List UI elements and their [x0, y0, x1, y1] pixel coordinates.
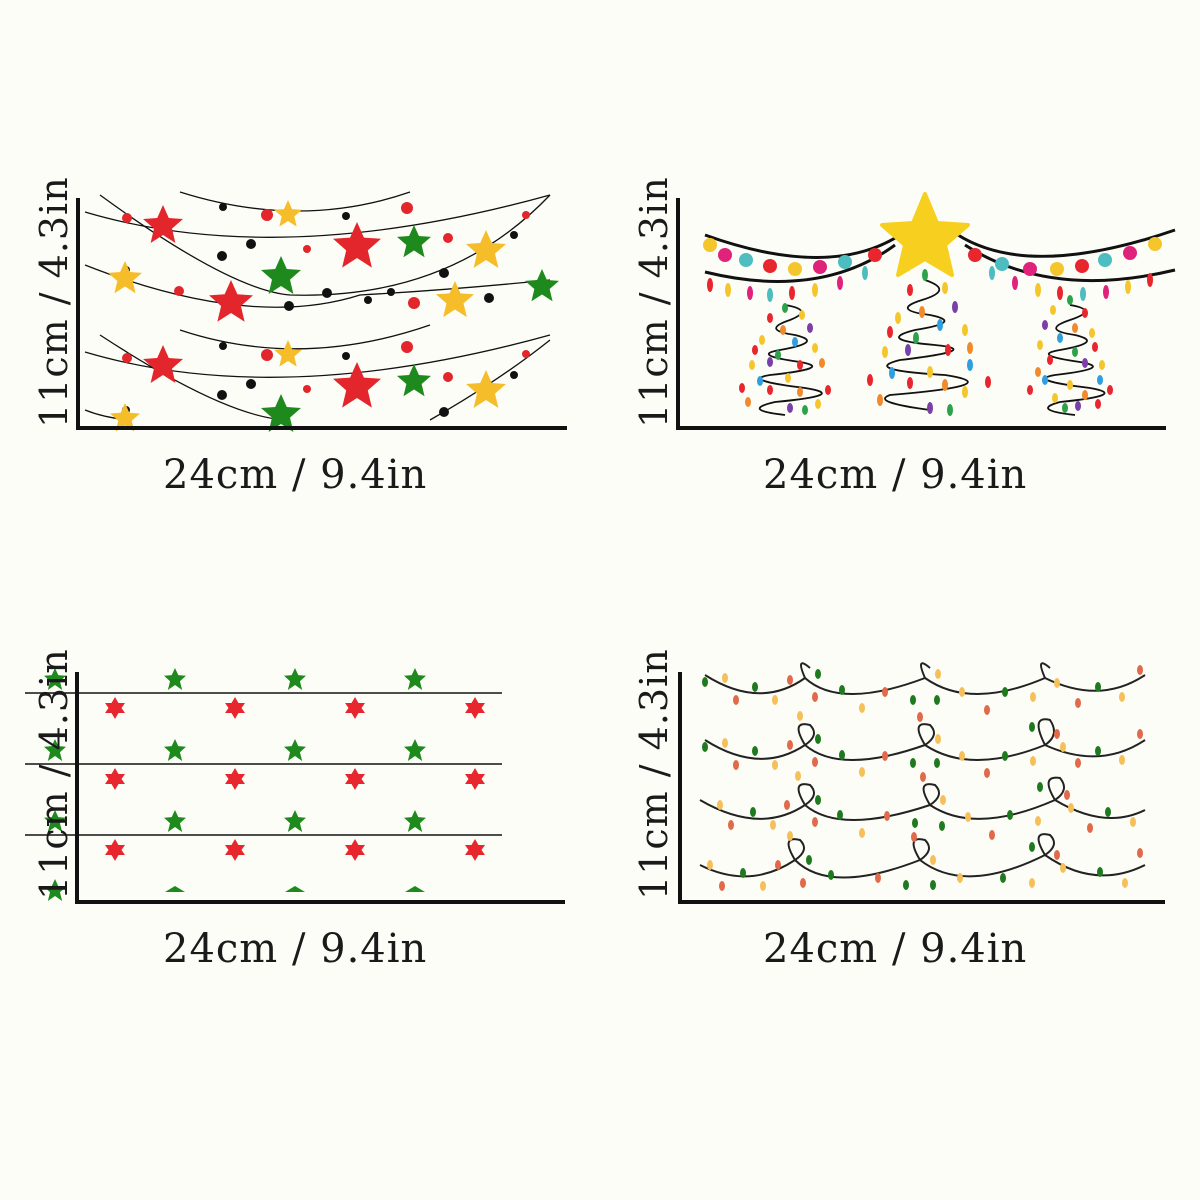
panel1-height-label: 11cm / 4.3in [32, 176, 76, 428]
panel2-width-label: 24cm / 9.4in [763, 452, 1028, 498]
panel4-height-label: 11cm / 4.3in [632, 648, 676, 900]
panel2-height-label: 11cm / 4.3in [632, 176, 676, 428]
panel1-width-label: 24cm / 9.4in [163, 452, 428, 498]
hanging-stars-art [25, 668, 565, 904]
light-trees-art [676, 192, 1176, 430]
panel-light-trees [630, 180, 1190, 500]
panel3-width-label: 24cm / 9.4in [163, 926, 428, 972]
panel3-height-label: 11cm / 4.3in [32, 648, 76, 900]
panel-hanging-stars [20, 650, 580, 970]
panel4-width-label: 24cm / 9.4in [763, 926, 1028, 972]
panel-looped-lights [630, 650, 1190, 970]
star-garland-art [76, 191, 567, 432]
looped-lights-art [678, 662, 1165, 904]
panel-star-garland [30, 180, 590, 500]
